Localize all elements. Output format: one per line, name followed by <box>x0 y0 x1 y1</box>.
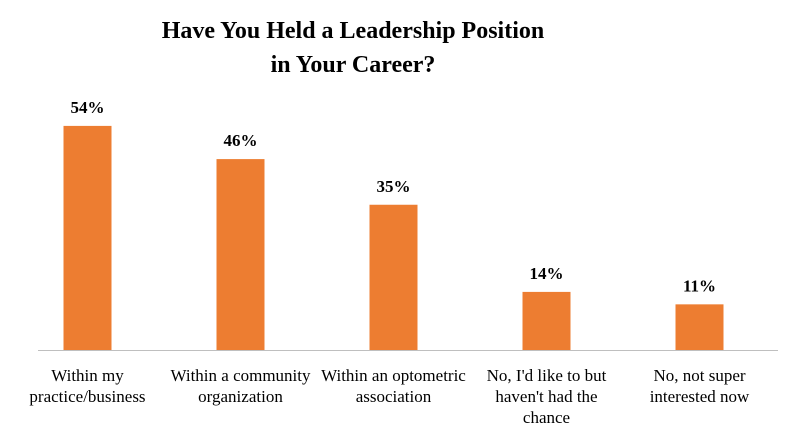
x-tick-label: No, I'd like to but haven't had the chan… <box>486 366 607 427</box>
x-tick-label: No, not super interested now <box>649 366 750 406</box>
chart-title: in Your Career? <box>271 52 436 78</box>
value-label: 11% <box>683 276 716 295</box>
bar <box>216 159 265 350</box>
value-label: 54% <box>71 98 105 117</box>
bar <box>522 291 571 350</box>
chart-title: Have You Held a Leadership Position <box>162 18 544 44</box>
bar <box>63 125 112 351</box>
x-tick-label: Within an optometric association <box>321 366 466 406</box>
value-label: 46% <box>224 131 258 150</box>
bar <box>369 204 418 350</box>
x-tick-label: Within my practice/business <box>29 366 146 406</box>
value-label: 35% <box>377 177 411 196</box>
x-tick-label: Within a community organization <box>170 366 311 406</box>
bar <box>675 304 724 350</box>
value-label: 14% <box>530 264 564 283</box>
